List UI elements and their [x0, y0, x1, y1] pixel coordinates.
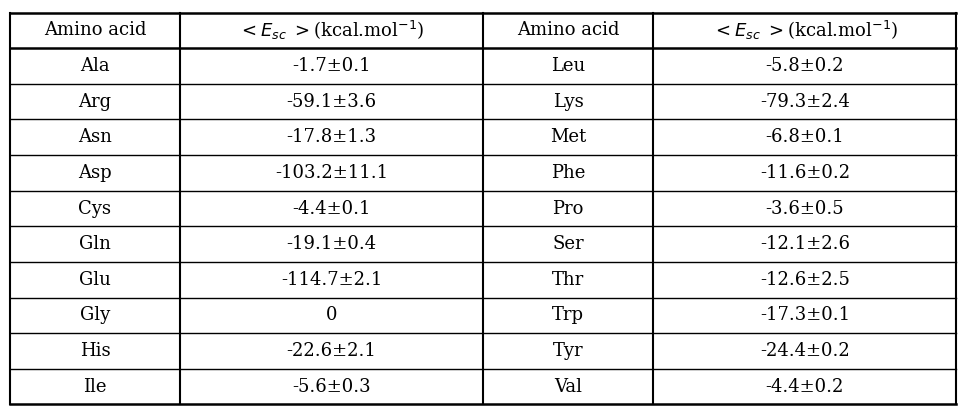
Text: $< E_{sc}\ >$(kcal.mol$^{-1}$): $< E_{sc}\ >$(kcal.mol$^{-1}$) — [712, 19, 898, 42]
Text: -79.3±2.4: -79.3±2.4 — [760, 93, 850, 111]
Text: -19.1±0.4: -19.1±0.4 — [287, 235, 377, 253]
Text: Gly: Gly — [80, 306, 110, 324]
Text: -12.1±2.6: -12.1±2.6 — [760, 235, 850, 253]
Text: Gln: Gln — [79, 235, 111, 253]
Text: Thr: Thr — [553, 271, 584, 289]
Text: -5.6±0.3: -5.6±0.3 — [293, 378, 371, 396]
Text: Phe: Phe — [551, 164, 585, 182]
Text: Arg: Arg — [78, 93, 111, 111]
Text: -11.6±0.2: -11.6±0.2 — [760, 164, 850, 182]
Text: -3.6±0.5: -3.6±0.5 — [766, 199, 844, 218]
Text: Leu: Leu — [551, 57, 585, 75]
Text: -59.1±3.6: -59.1±3.6 — [287, 93, 377, 111]
Text: -103.2±11.1: -103.2±11.1 — [275, 164, 388, 182]
Text: Asn: Asn — [78, 128, 112, 146]
Text: Ala: Ala — [80, 57, 110, 75]
Text: Lys: Lys — [553, 93, 583, 111]
Text: -5.8±0.2: -5.8±0.2 — [766, 57, 844, 75]
Text: 0: 0 — [326, 306, 337, 324]
Text: His: His — [79, 342, 110, 360]
Text: -17.3±0.1: -17.3±0.1 — [760, 306, 850, 324]
Text: Glu: Glu — [79, 271, 111, 289]
Text: Amino acid: Amino acid — [43, 21, 146, 39]
Text: Val: Val — [554, 378, 582, 396]
Text: Met: Met — [550, 128, 586, 146]
Text: -1.7±0.1: -1.7±0.1 — [293, 57, 371, 75]
Text: -114.7±2.1: -114.7±2.1 — [281, 271, 383, 289]
Text: -17.8±1.3: -17.8±1.3 — [287, 128, 377, 146]
Text: Pro: Pro — [553, 199, 583, 218]
Text: Trp: Trp — [553, 306, 584, 324]
Text: -22.6±2.1: -22.6±2.1 — [287, 342, 377, 360]
Text: $< E_{sc}\ >$(kcal.mol$^{-1}$): $< E_{sc}\ >$(kcal.mol$^{-1}$) — [239, 19, 425, 42]
Text: -4.4±0.1: -4.4±0.1 — [293, 199, 371, 218]
Text: Cys: Cys — [78, 199, 111, 218]
Text: Amino acid: Amino acid — [517, 21, 619, 39]
Text: Ser: Ser — [553, 235, 584, 253]
Text: -24.4±0.2: -24.4±0.2 — [760, 342, 850, 360]
Text: -12.6±2.5: -12.6±2.5 — [760, 271, 850, 289]
Text: Asp: Asp — [78, 164, 112, 182]
Text: -6.8±0.1: -6.8±0.1 — [765, 128, 844, 146]
Text: -4.4±0.2: -4.4±0.2 — [766, 378, 844, 396]
Text: Tyr: Tyr — [553, 342, 583, 360]
Text: Ile: Ile — [83, 378, 106, 396]
